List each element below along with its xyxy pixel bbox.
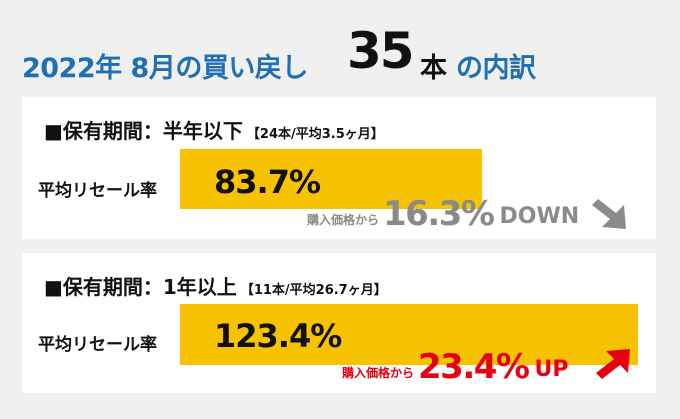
arrow-down-right-icon	[592, 199, 626, 229]
title-count-unit: 本	[420, 53, 447, 84]
holding-period-label: ■保有期間：1年以上	[44, 275, 237, 299]
price-change-prefix: 購入価格から	[342, 366, 415, 380]
holding-period-detail: 【24本/平均3.5ヶ月】	[246, 127, 384, 142]
title-count: 35	[347, 22, 415, 80]
section-card-short-hold: ■保有期間：半年以下 【24本/平均3.5ヶ月】 平均リセール率 83.7% 購入…	[22, 97, 656, 239]
price-change-direction: DOWN	[499, 204, 580, 229]
holding-period-detail: 【11本/平均26.7ヶ月】	[240, 283, 387, 298]
holding-period-label: ■保有期間：半年以下	[44, 119, 243, 143]
holding-period-heading: ■保有期間：1年以上 【11本/平均26.7ヶ月】	[44, 271, 387, 300]
price-change-value: 23.4%	[418, 347, 530, 387]
resale-rate-label: 平均リセール率	[38, 335, 157, 355]
section-card-long-hold: ■保有期間：1年以上 【11本/平均26.7ヶ月】 平均リセール率 123.4% …	[22, 253, 656, 393]
title-part-suffix: の内訳	[456, 53, 536, 84]
resale-rate-bar	[180, 149, 482, 209]
resale-rate-value: 123.4%	[214, 317, 342, 355]
price-change-text: 購入価格から 23.4% UP	[342, 350, 568, 384]
price-change-prefix: 購入価格から	[307, 213, 380, 227]
arrow-up-right-icon	[596, 349, 630, 379]
resale-rate-label: 平均リセール率	[38, 181, 157, 201]
price-change-value: 16.3%	[383, 194, 495, 234]
price-change-text: 購入価格から 16.3% DOWN	[307, 197, 579, 231]
title-part-date: 2022年 8月の買い戻し	[22, 53, 308, 84]
holding-period-heading: ■保有期間：半年以下 【24本/平均3.5ヶ月】	[44, 115, 384, 144]
resale-rate-bar	[180, 304, 638, 365]
price-change-direction: UP	[534, 357, 569, 382]
page-title: 2022年 8月の買い戻し 35 本 の内訳	[22, 18, 662, 84]
resale-rate-value: 83.7%	[214, 163, 321, 201]
